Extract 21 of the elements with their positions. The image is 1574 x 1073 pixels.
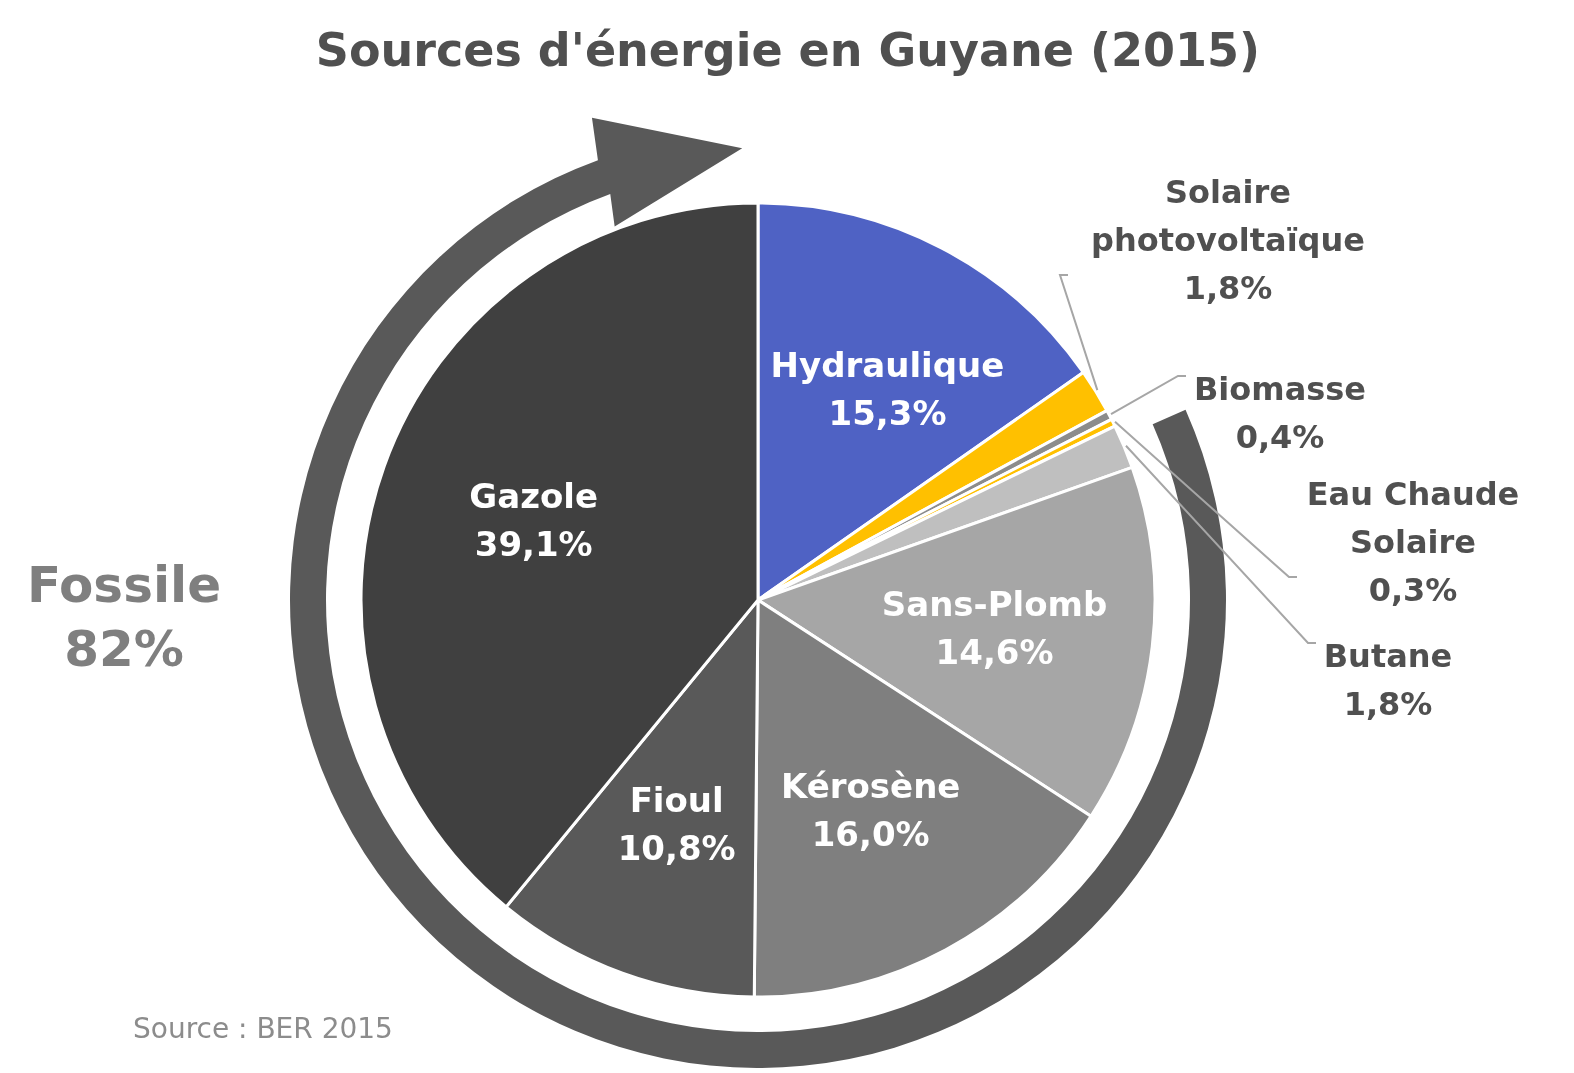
data-label: 0,4% — [1235, 418, 1325, 456]
data-label: 15,3% — [828, 392, 947, 433]
slice-label: Fioul — [629, 779, 724, 820]
data-label: 39,1% — [474, 523, 593, 564]
slice-label: Kérosène — [780, 765, 961, 806]
slice-label: Biomasse — [1193, 370, 1367, 408]
slice-label: Butane — [1323, 637, 1453, 675]
source-note: Source : BER 2015 — [133, 1012, 393, 1045]
data-label: 14,6% — [935, 631, 1054, 672]
data-label: 0,3% — [1368, 571, 1458, 609]
data-label: 1,8% — [1343, 685, 1433, 723]
data-label: 10,8% — [617, 827, 736, 868]
slice-label: Gazole — [469, 475, 599, 516]
slice-label: Eau Chaude Solaire — [1306, 475, 1520, 561]
slice-label: Solaire photovoltaïque — [1090, 173, 1366, 259]
data-label: 16,0% — [811, 813, 930, 854]
chart-title: Sources d'énergie en Guyane (2015) — [315, 23, 1261, 77]
text: Fossile 82% — [26, 556, 222, 678]
data-label: 1,8% — [1183, 269, 1273, 307]
slice-label: Sans-Plomb — [881, 583, 1108, 624]
slice-label: Hydraulique — [770, 344, 1005, 385]
